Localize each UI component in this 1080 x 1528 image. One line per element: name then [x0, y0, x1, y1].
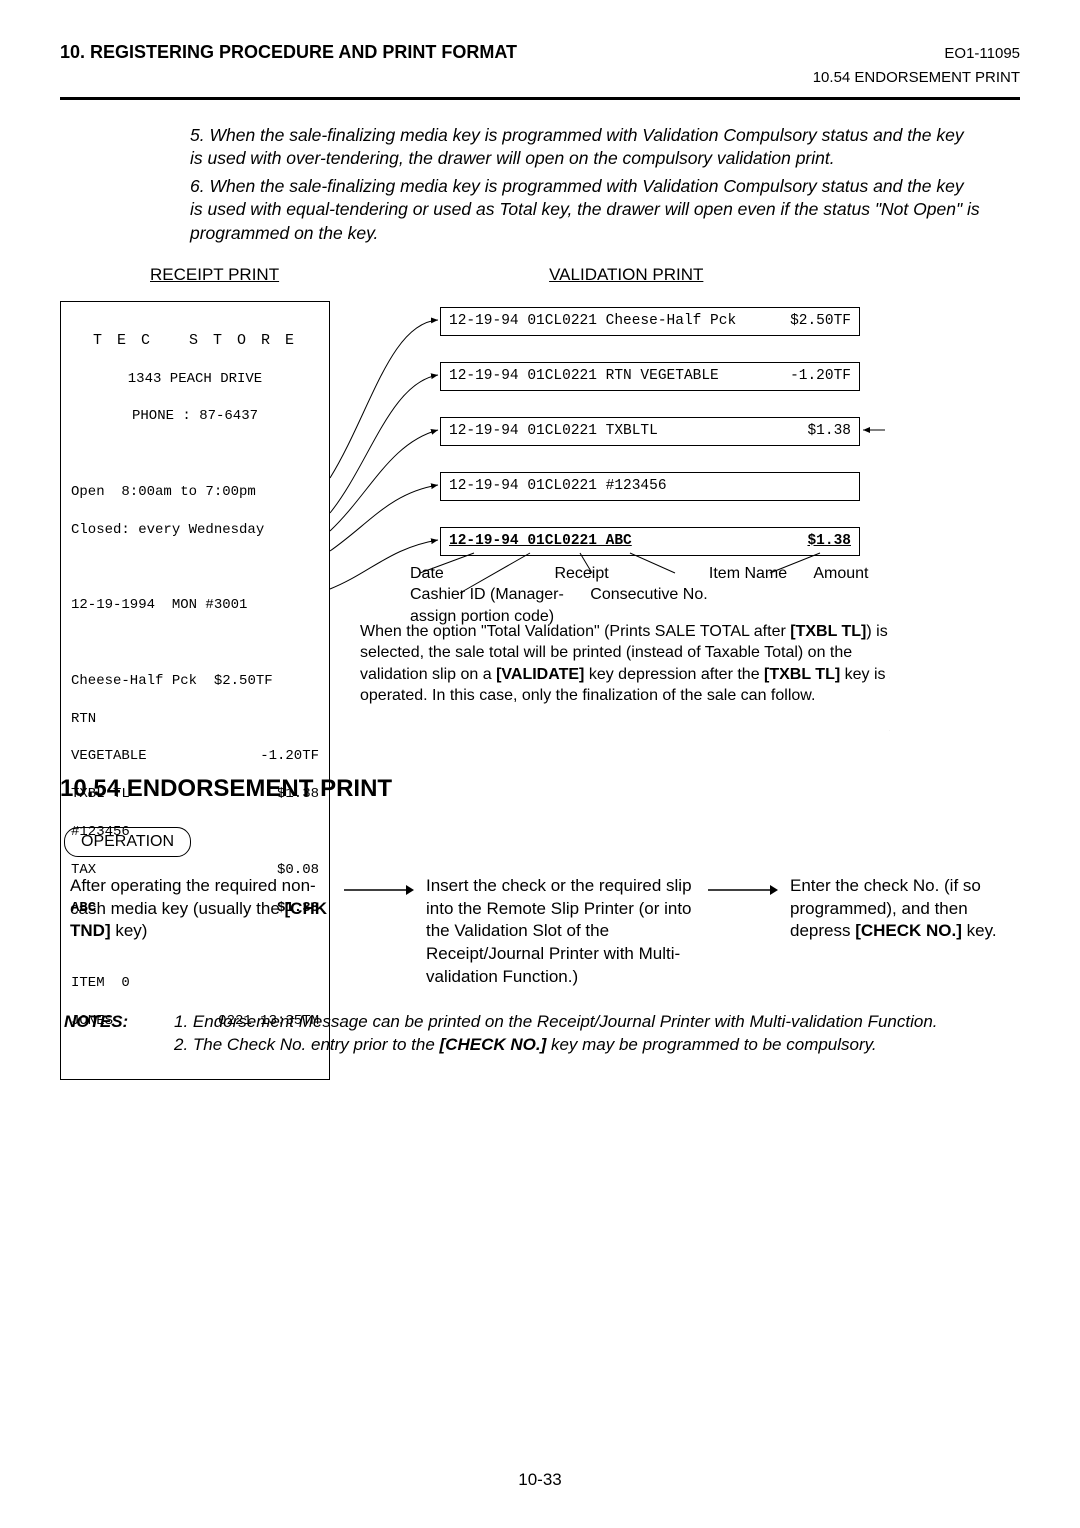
callout-receipt: Receipt: [554, 563, 704, 585]
validation-row-5: 12-19-94 01CL0221 ABC$1.38: [440, 527, 860, 557]
italic-notes-block: 5. When the sale-finalizing media key is…: [190, 124, 980, 246]
blank: [71, 559, 319, 578]
receipt-line-8: ITEM 0: [71, 974, 319, 993]
receipt-store: T E C S T O R E: [71, 331, 319, 351]
callout-amount: Amount: [813, 563, 868, 585]
flow-arrow-1: [344, 875, 414, 904]
receipt-closed: Closed: every Wednesday: [71, 521, 319, 540]
blank: [71, 634, 319, 653]
header-rule: [60, 97, 1020, 100]
receipt-dateline: 12-19-1994 MON #3001: [71, 596, 319, 615]
header-sub: 10.54 ENDORSEMENT PRINT: [60, 68, 1020, 88]
receipt-line-7: ABC$1.38: [71, 899, 319, 918]
blank: [71, 936, 319, 955]
flow-col-2: Insert the check or the required slip in…: [426, 875, 696, 990]
callout-item: Item Name: [709, 563, 809, 585]
receipt-phone: PHONE : 87-6437: [71, 407, 319, 426]
explanation-block: When the option "Total Validation" (Prin…: [360, 621, 890, 707]
header-right: EO1-11095: [944, 44, 1020, 64]
validation-row-3: 12-19-94 01CL0221 TXBLTL$1.38: [440, 417, 860, 447]
receipt-line-6: TAX$0.08: [71, 861, 319, 880]
flow-col-3: Enter the check No. (if so programmed), …: [790, 875, 1020, 944]
receipt-addr: 1343 PEACH DRIVE: [71, 370, 319, 389]
print-diagram: T E C S T O R E 1343 PEACH DRIVE PHONE :…: [60, 293, 1020, 733]
validation-row-2: 12-19-94 01CL0221 RTN VEGETABLE-1.20TF: [440, 362, 860, 392]
callout-cashier: Cashier ID (Manager-: [410, 586, 564, 603]
print-titles: RECEIPT PRINT VALIDATION PRINT: [60, 264, 1020, 287]
receipt-line-9: JONES0221 13:35TM: [71, 1012, 319, 1031]
receipt-line-4: TXBL TL$1.38: [71, 785, 319, 804]
receipt-line-3: VEGETABLE-1.20TF: [71, 747, 319, 766]
receipt-line-2: RTN: [71, 710, 319, 729]
note-5: 5. When the sale-finalizing media key is…: [190, 124, 980, 171]
page-header: 10. REGISTERING PROCEDURE AND PRINT FORM…: [60, 40, 1020, 64]
flow-arrow-2: [708, 875, 778, 904]
page-footer: 10-33: [0, 1469, 1080, 1492]
receipt-print-title: RECEIPT PRINT: [150, 264, 279, 287]
validation-row-4: 12-19-94 01CL0221 #123456: [440, 472, 860, 502]
receipt-box: T E C S T O R E 1343 PEACH DRIVE PHONE :…: [60, 301, 330, 1080]
validation-print-title: VALIDATION PRINT: [549, 264, 703, 287]
blank: [71, 445, 319, 464]
receipt-hours: Open 8:00am to 7:00pm: [71, 483, 319, 502]
receipt-line-1: Cheese-Half Pck $2.50TF: [71, 672, 319, 691]
header-left: 10. REGISTERING PROCEDURE AND PRINT FORM…: [60, 40, 517, 64]
receipt-line-5: #123456: [71, 823, 319, 842]
callout-consecutive: Consecutive No.: [590, 586, 707, 603]
callout-date: Date: [410, 563, 470, 585]
note-6: 6. When the sale-finalizing media key is…: [190, 175, 980, 246]
callout-labels: Date Receipt Item Name Amount Cashier ID…: [410, 563, 880, 628]
validation-row-1: 12-19-94 01CL0221 Cheese-Half Pck$2.50TF: [440, 307, 860, 337]
